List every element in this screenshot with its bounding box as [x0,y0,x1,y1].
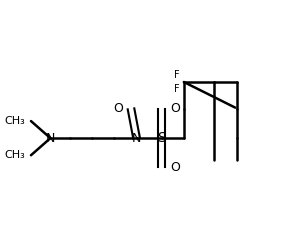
Text: CH₃: CH₃ [5,150,25,160]
Text: O: O [113,102,123,115]
Text: F: F [174,70,180,80]
Text: O: O [170,161,180,174]
Text: CH₃: CH₃ [5,116,25,126]
Text: N: N [132,132,141,145]
Text: S: S [157,131,166,145]
Text: O: O [170,102,180,115]
Text: F: F [174,84,180,94]
Text: N: N [46,132,55,145]
